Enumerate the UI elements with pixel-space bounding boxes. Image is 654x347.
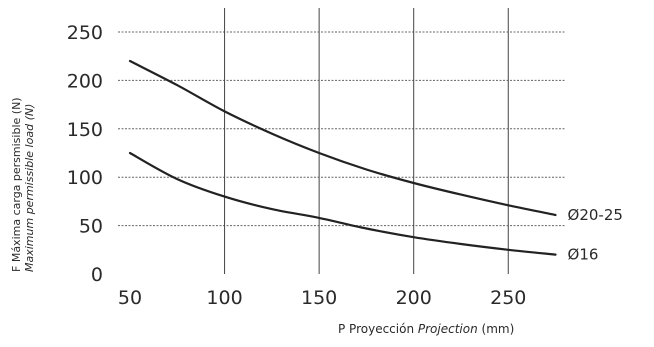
series-line-1 [128,59,557,217]
y-axis-title-en: Maximum permissible load (N) [23,104,36,272]
series-label-2: Ø16 [568,246,599,264]
x-tick-label: 200 [396,287,432,309]
x-axis-title-unit: (mm) [482,322,515,336]
series-label-1: Ø20-25 [568,206,623,224]
y-tick-label: 0 [91,264,103,286]
x-axis-title-en: Projection [418,322,478,336]
y-tick-label: 250 [67,22,103,44]
x-tick-label: 250 [490,287,526,309]
series-labels: Ø20-25 Ø16 [568,206,623,264]
grid [118,8,565,274]
x-tick-labels: 50 100 150 200 250 [118,287,526,309]
series-line-2 [128,151,557,256]
y-tick-label: 200 [67,70,103,92]
x-tick-label: 50 [118,287,142,309]
y-axis-title-es: F Máxima carga persmisible (N) [10,97,23,272]
x-axis-title: P Proyección Projection (mm) [338,322,514,336]
y-axis-title: F Máxima carga persmisible (N) Maximum p… [10,97,36,272]
y-tick-label: 150 [67,119,103,141]
y-tick-label: 100 [67,167,103,189]
y-tick-label: 50 [79,216,103,238]
y-tick-labels: 0 50 100 150 200 250 [67,22,103,286]
x-axis-title-prefix: P Proyección [338,322,414,336]
series-curves [128,59,557,256]
x-tick-label: 150 [301,287,337,309]
x-tick-label: 100 [206,287,242,309]
